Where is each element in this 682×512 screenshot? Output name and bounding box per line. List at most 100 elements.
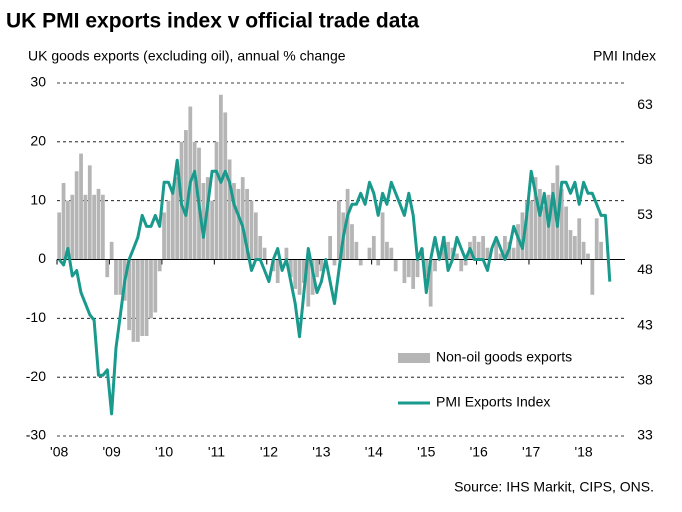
y2-axis-label: PMI Index — [593, 48, 656, 64]
bar — [385, 241, 389, 260]
bar — [581, 241, 586, 260]
bar — [236, 188, 241, 260]
bar — [350, 224, 354, 260]
y-tick-label: 10 — [30, 191, 46, 207]
bar — [227, 159, 232, 260]
bar — [590, 259, 595, 295]
bar — [101, 194, 105, 260]
bar — [577, 218, 582, 260]
bar — [140, 259, 145, 336]
bar — [564, 206, 568, 260]
bar — [114, 259, 118, 295]
bar — [411, 259, 416, 289]
bar — [424, 259, 429, 278]
bar — [367, 247, 372, 260]
bar — [538, 188, 542, 260]
bar — [520, 212, 525, 260]
bar — [463, 259, 468, 266]
bar — [240, 177, 245, 260]
y2-tick-label: 48 — [637, 261, 653, 277]
y-axis-label: UK goods exports (excluding oil), annual… — [28, 48, 346, 64]
bar — [328, 235, 333, 260]
bar — [402, 259, 407, 284]
bar — [481, 235, 485, 260]
bar — [559, 188, 564, 260]
bar — [258, 235, 263, 260]
y2-tick-label: 33 — [637, 427, 653, 443]
bar — [380, 212, 385, 260]
bar — [433, 259, 437, 272]
bar — [232, 183, 236, 260]
bar — [162, 212, 166, 260]
y-tick-label: -20 — [26, 368, 46, 384]
bar — [371, 235, 376, 260]
bar — [542, 206, 547, 260]
bar — [498, 253, 503, 260]
y2-tick-label: 43 — [637, 316, 653, 332]
bar — [157, 259, 162, 272]
bar — [175, 177, 180, 260]
bar — [105, 259, 110, 278]
bar — [586, 253, 590, 260]
bar — [485, 247, 490, 260]
bar — [92, 194, 97, 260]
legend-swatch — [398, 353, 430, 363]
bar — [406, 259, 411, 278]
x-tick-label: '18 — [574, 444, 592, 460]
bar — [87, 165, 92, 260]
bar — [96, 188, 101, 260]
bar — [118, 259, 123, 295]
bar — [599, 241, 603, 260]
bar — [131, 259, 136, 342]
x-tick-label: '13 — [312, 444, 330, 460]
bar — [249, 200, 254, 260]
y-tick-label: 20 — [30, 133, 46, 149]
x-tick-label: '12 — [260, 444, 278, 460]
bar — [218, 94, 223, 260]
chart-title: UK PMI exports index v official trade da… — [6, 10, 419, 33]
y-tick-label: -30 — [26, 427, 46, 443]
source: Source: IHS Markit, CIPS, ONS. — [454, 479, 654, 495]
bar — [332, 259, 337, 266]
bar — [459, 259, 464, 272]
bar — [109, 241, 114, 260]
bar — [524, 200, 529, 260]
bar — [275, 259, 280, 284]
y2-tick-label: 38 — [637, 372, 653, 388]
y-tick-label: -10 — [26, 309, 46, 325]
y-tick-label: 0 — [38, 250, 46, 266]
bar — [205, 177, 210, 260]
bar — [511, 247, 516, 260]
bar — [572, 235, 577, 260]
line — [58, 158, 612, 416]
x-tick-label: '11 — [208, 444, 225, 460]
bar — [83, 194, 88, 260]
bar — [184, 130, 188, 260]
bar — [297, 259, 302, 295]
x-tick-label: '08 — [50, 444, 68, 460]
bar — [201, 183, 206, 260]
x-tick-label: '17 — [522, 444, 540, 460]
bar — [262, 247, 267, 260]
bar — [389, 247, 394, 260]
x-tick-label: '15 — [417, 444, 435, 460]
bar — [153, 259, 158, 313]
legend-label: Non-oil goods exports — [436, 349, 572, 365]
bar — [57, 212, 62, 260]
bar — [415, 259, 420, 278]
bar — [503, 235, 507, 260]
bar — [214, 141, 219, 260]
bar — [358, 259, 363, 266]
bar — [144, 259, 149, 336]
bar — [345, 188, 350, 260]
bar — [70, 194, 75, 260]
bar — [210, 200, 215, 260]
bar — [551, 183, 555, 260]
x-tick-label: '10 — [155, 444, 173, 460]
bar — [253, 212, 258, 260]
bar — [446, 241, 451, 260]
bar — [472, 235, 477, 260]
bar — [336, 200, 341, 260]
bar — [529, 200, 534, 260]
